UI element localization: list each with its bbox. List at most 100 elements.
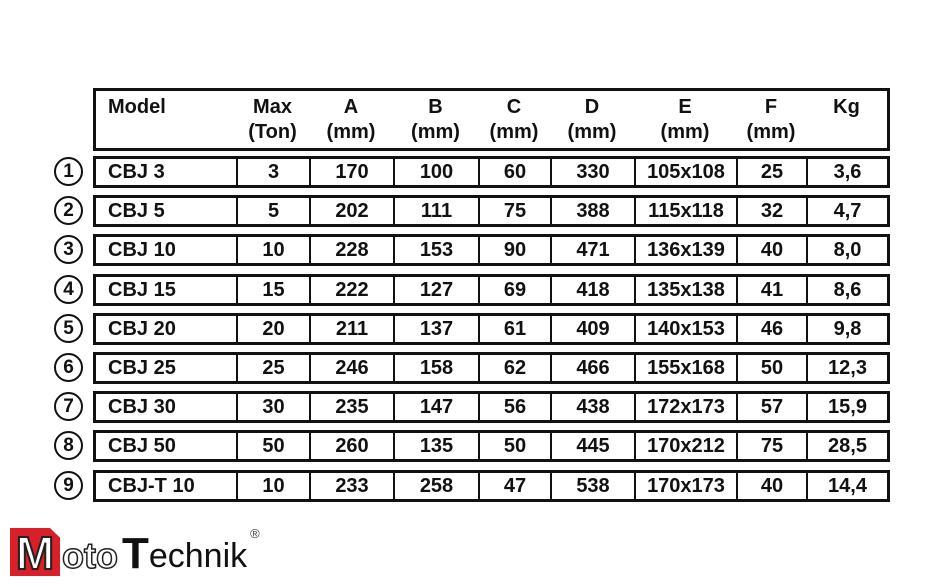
table-cell: 228 [309, 237, 393, 264]
header-label: D [584, 96, 600, 118]
table-cell: 258 [393, 472, 478, 499]
header-unit: (Ton) [248, 121, 297, 143]
table-cell: 5 [236, 198, 309, 225]
table-row: CBJ 20 20 211 137 61 409 140x153 46 9,8 [93, 312, 890, 345]
table-cell: CBJ-T 10 [108, 474, 195, 497]
header-label: Max [253, 96, 292, 118]
table-cell: 246 [309, 355, 393, 381]
logo-t: T [121, 529, 149, 578]
header-unit: (mm) [567, 121, 617, 143]
registered-mark: ® [250, 526, 260, 541]
header-c: C (mm) [478, 95, 550, 145]
header-label: E [678, 96, 692, 118]
table-cell: 62 [478, 355, 550, 381]
table-cell: 30 [236, 394, 309, 421]
header-unit: (mm) [326, 121, 376, 143]
table-cell: 75 [478, 198, 550, 225]
table-cell: 127 [393, 276, 478, 303]
table-cell: 438 [550, 394, 634, 421]
table-cell: 100 [393, 159, 478, 185]
table-cell: 471 [550, 237, 634, 264]
table-cell: 50 [736, 355, 806, 381]
row-number-badge: 3 [54, 235, 83, 265]
row-number-badge: 5 [54, 313, 83, 343]
table-cell: 155x168 [634, 355, 736, 381]
table-row: CBJ 5 5 202 111 75 388 115x118 32 4,7 [93, 195, 890, 228]
table-cell: CBJ 3 [108, 161, 165, 183]
table-cell: 202 [309, 198, 393, 225]
table-cell: 61 [478, 315, 550, 342]
table-cell: 12,3 [806, 355, 887, 381]
table-cell: CBJ 30 [108, 396, 176, 419]
table-cell: 75 [736, 433, 806, 460]
table-cell: 25 [236, 355, 309, 381]
table-cell: 538 [550, 472, 634, 499]
table-cell: 158 [393, 355, 478, 381]
table-cell: 260 [309, 433, 393, 460]
table-cell: 409 [550, 315, 634, 342]
table-row: CBJ 15 15 222 127 69 418 135x138 41 8,6 [93, 273, 890, 306]
header-model: Model [96, 95, 236, 120]
header-label: Model [108, 96, 166, 118]
header-label: C [506, 96, 522, 118]
table-cell: 4,7 [806, 198, 887, 225]
header-kg: Kg [806, 95, 887, 120]
logo-oto: oto [61, 535, 118, 577]
table-cell: 57 [736, 394, 806, 421]
row-number-badge: 8 [54, 431, 83, 461]
table-row: CBJ 25 25 246 158 62 466 155x168 50 12,3 [93, 352, 890, 384]
header-e: E (mm) [634, 95, 736, 145]
header-f: F (mm) [736, 95, 806, 145]
table-header: Model Max (Ton) A (mm) B (mm) C (mm) D (mm) E (mm) F (… [93, 88, 890, 151]
table-cell: 28,5 [806, 433, 887, 460]
table-cell: 50 [236, 433, 309, 460]
header-unit: (mm) [746, 121, 796, 143]
table-cell: 211 [309, 315, 393, 342]
table-cell: 445 [550, 433, 634, 460]
table-cell: 8,0 [806, 237, 887, 264]
table-cell: 8,6 [806, 276, 887, 303]
table-cell: 137 [393, 315, 478, 342]
table-cell: 9,8 [806, 315, 887, 342]
table-cell: 147 [393, 394, 478, 421]
header-unit: (mm) [411, 121, 460, 143]
table-cell: CBJ 25 [108, 357, 176, 379]
header-d: D (mm) [550, 95, 634, 145]
table-cell: 153 [393, 237, 478, 264]
row-number-badge: 2 [54, 196, 83, 226]
table-cell: 140x153 [634, 315, 736, 342]
table-cell: 41 [736, 276, 806, 303]
header-a: A (mm) [309, 95, 393, 145]
logo-echnik: echnik [148, 537, 248, 575]
table-cell: CBJ 15 [108, 278, 176, 301]
header-unit: (mm) [489, 121, 539, 143]
logo-m-block: M [10, 528, 60, 576]
table-row: CBJ 3 3 170 100 60 330 105x108 25 3,6 [93, 156, 890, 188]
table-cell: 10 [236, 237, 309, 264]
table-cell: 56 [478, 394, 550, 421]
table-row: CBJ 30 30 235 147 56 438 172x173 57 15,9 [93, 391, 890, 424]
table-cell: 40 [736, 472, 806, 499]
header-label: Kg [833, 96, 860, 118]
row-number-badge: 1 [54, 157, 83, 186]
table-cell: 90 [478, 237, 550, 264]
table-cell: 60 [478, 159, 550, 185]
table-row: CBJ 50 50 260 135 50 445 170x212 75 28,5 [93, 430, 890, 463]
table-cell: 233 [309, 472, 393, 499]
table-cell: 14,4 [806, 472, 887, 499]
table-cell: 47 [478, 472, 550, 499]
logo-m: M [15, 527, 55, 579]
header-label: A [343, 96, 359, 118]
table-cell: CBJ 5 [108, 200, 165, 223]
table-cell: 388 [550, 198, 634, 225]
table-cell: 135x138 [634, 276, 736, 303]
table-cell: 50 [478, 433, 550, 460]
header-unit: (mm) [660, 121, 710, 143]
table-cell: 466 [550, 355, 634, 381]
table-row: CBJ 10 10 228 153 90 471 136x139 40 8,0 [93, 234, 890, 267]
table-cell: 10 [236, 472, 309, 499]
table-cell: 170 [309, 159, 393, 185]
table-cell: 32 [736, 198, 806, 225]
table-cell: 111 [393, 198, 478, 225]
table-cell: 69 [478, 276, 550, 303]
